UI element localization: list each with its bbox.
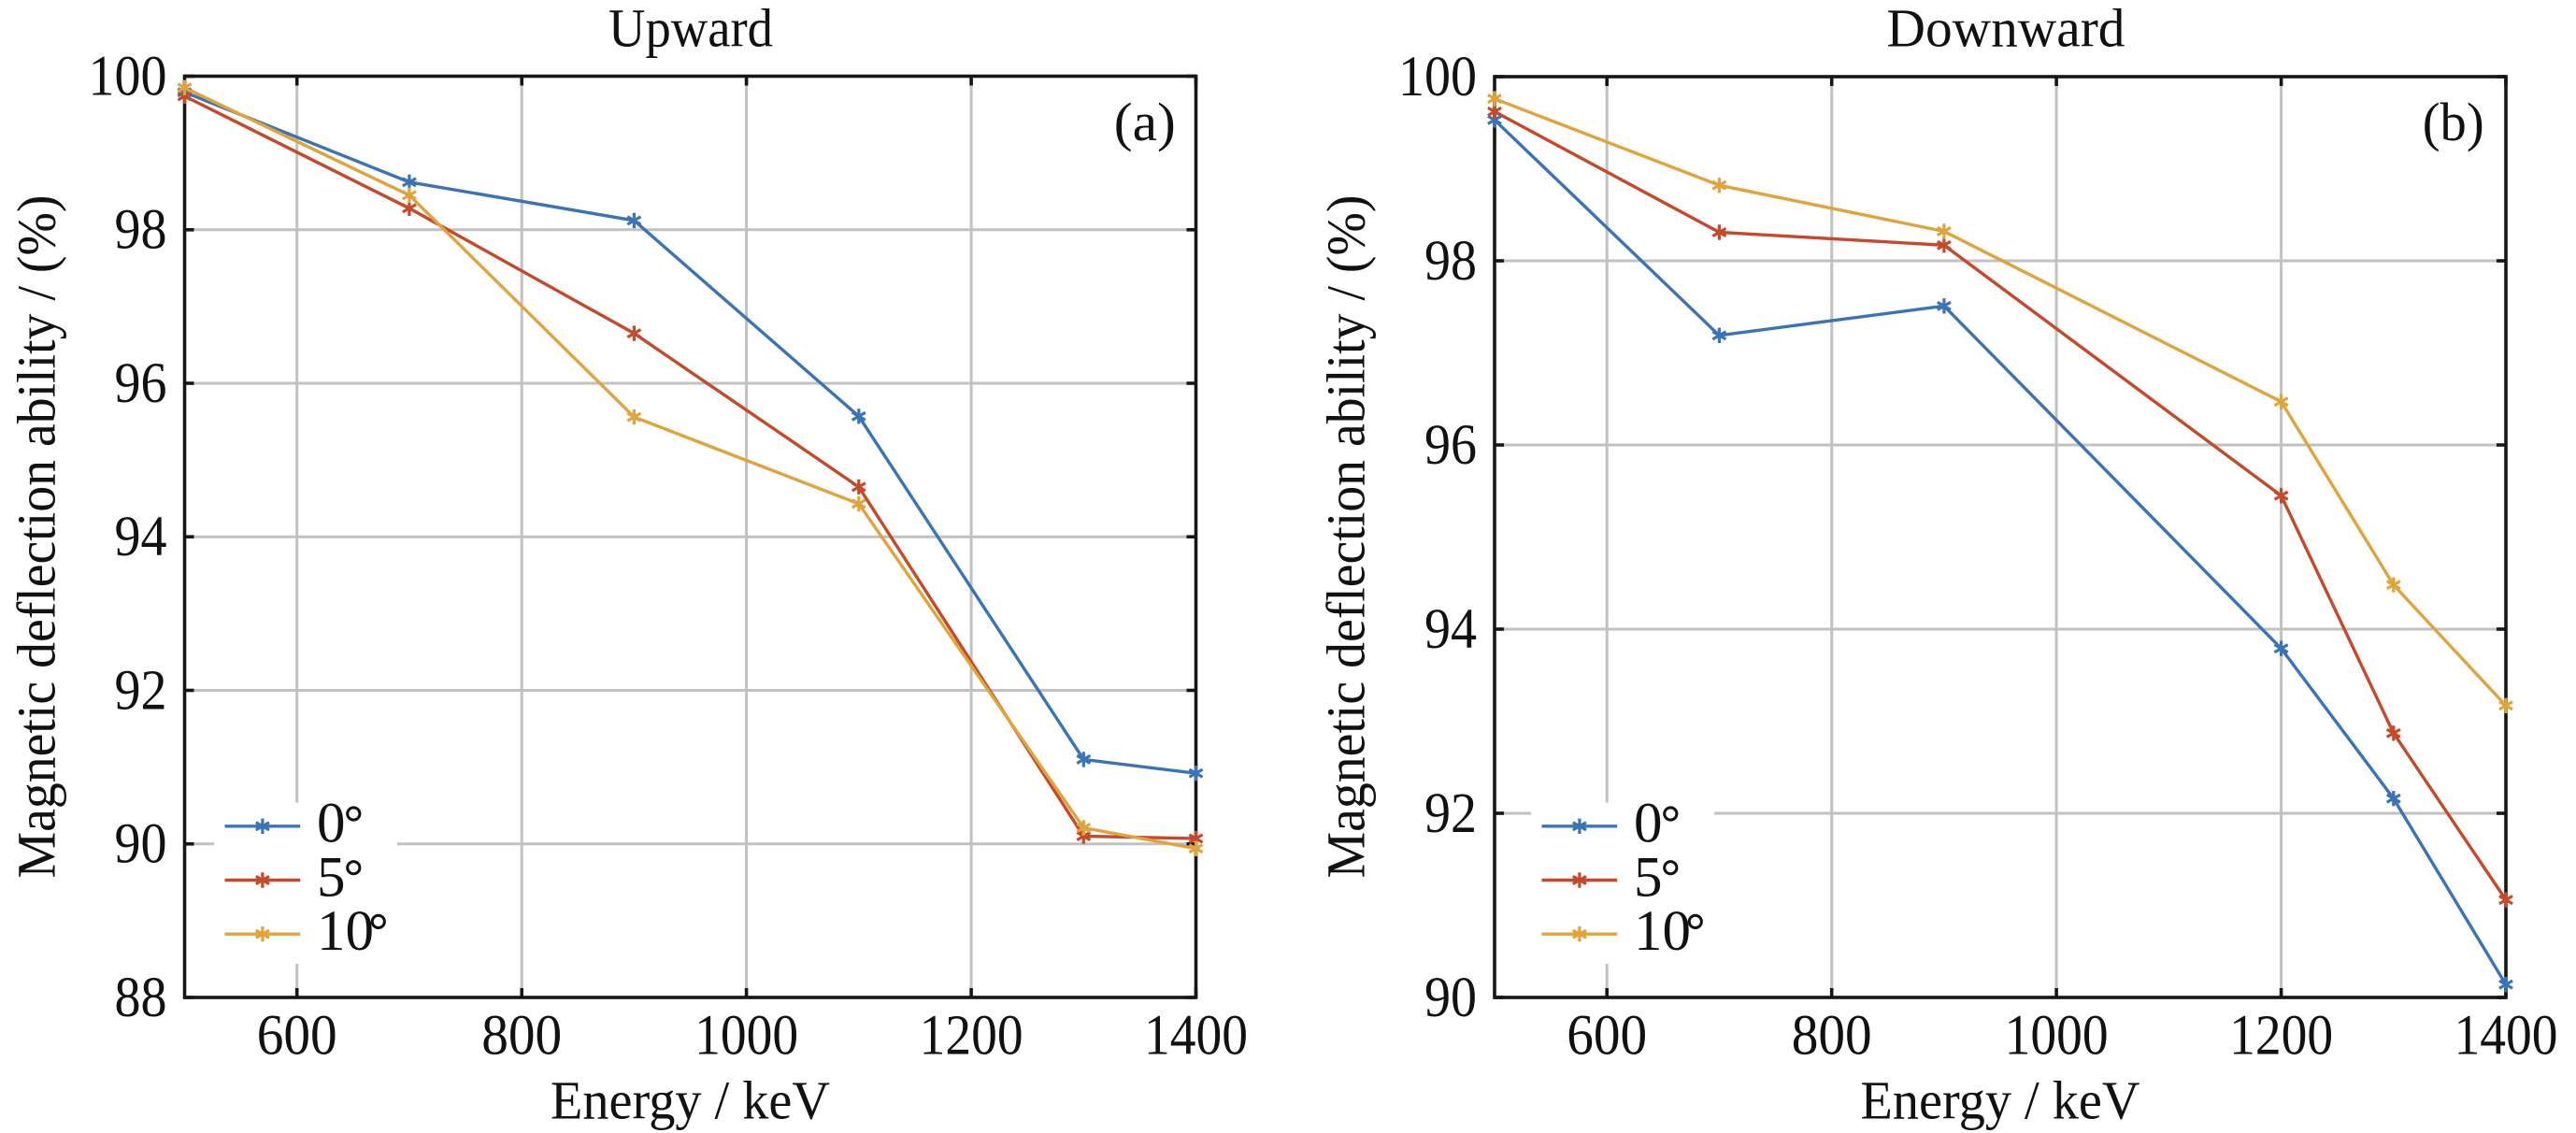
svg-text:Upward: Upward (608, 0, 773, 59)
svg-text:94: 94 (115, 506, 167, 568)
svg-text:1200: 1200 (920, 1005, 1023, 1068)
svg-text:600: 600 (257, 1005, 337, 1068)
svg-text:1200: 1200 (2229, 1005, 2333, 1068)
svg-text:Energy / keV: Energy / keV (1861, 1069, 2140, 1130)
svg-text:10: 10 (1634, 900, 1691, 963)
svg-text:100: 100 (1398, 46, 1477, 108)
svg-text:1400: 1400 (1144, 1005, 1248, 1068)
svg-text:(b): (b) (2423, 92, 2484, 152)
svg-text:92: 92 (1424, 782, 1477, 845)
svg-text:(a): (a) (1114, 92, 1176, 152)
svg-text:800: 800 (481, 1005, 562, 1068)
svg-text:96: 96 (1424, 414, 1477, 477)
svg-text:1400: 1400 (2454, 1005, 2558, 1068)
svg-text:0: 0 (1634, 793, 1663, 855)
svg-text:5: 5 (1634, 846, 1663, 909)
svg-text:Magnetic deflection ability /: Magnetic deflection ability / (%) (1316, 195, 1377, 879)
svg-text:88: 88 (115, 967, 167, 1029)
svg-text:Downward: Downward (1887, 0, 2125, 59)
svg-text:Magnetic deflection ability /: Magnetic deflection ability / (%) (7, 195, 67, 879)
svg-text:10: 10 (317, 900, 374, 963)
svg-text:800: 800 (1792, 1005, 1872, 1068)
svg-text:90: 90 (1424, 967, 1477, 1029)
svg-text:0: 0 (317, 793, 346, 855)
svg-text:1000: 1000 (694, 1005, 798, 1068)
svg-text:100: 100 (89, 45, 167, 108)
svg-text:94: 94 (1424, 598, 1477, 661)
svg-text:90: 90 (115, 813, 167, 876)
svg-text:98: 98 (115, 199, 167, 262)
svg-text:98: 98 (1424, 230, 1477, 293)
svg-text:Energy / keV: Energy / keV (551, 1069, 830, 1130)
svg-text:1000: 1000 (2005, 1005, 2109, 1068)
svg-text:5: 5 (317, 846, 346, 909)
svg-text:96: 96 (115, 352, 167, 415)
svg-text:600: 600 (1567, 1005, 1647, 1068)
svg-text:92: 92 (115, 659, 167, 722)
